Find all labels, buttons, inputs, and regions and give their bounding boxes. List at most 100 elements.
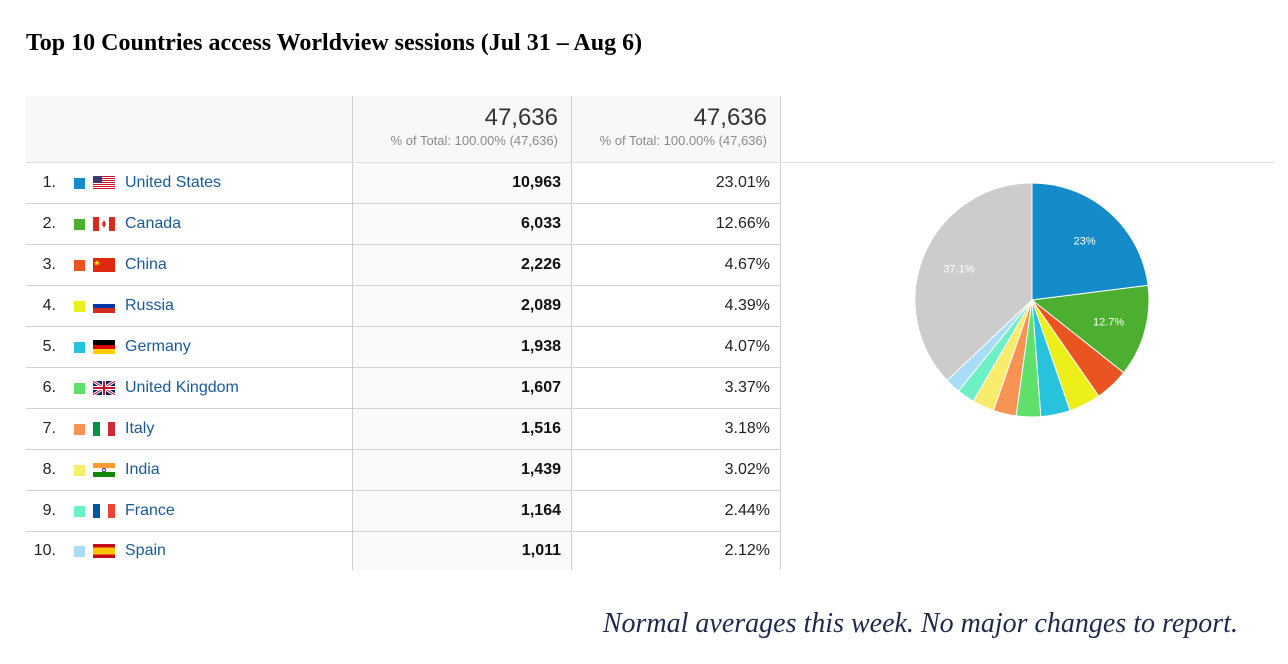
row-index: 2. bbox=[42, 215, 56, 232]
table-row: 2. Canada 6,033 12.66% bbox=[26, 204, 781, 245]
table-row: 5. Germany 1,938 4.07% bbox=[26, 327, 781, 368]
row-index: 6. bbox=[42, 379, 56, 396]
row-index: 5. bbox=[42, 338, 56, 355]
country-cell: 2. Canada bbox=[26, 204, 352, 244]
sessions-cell: 2,226 bbox=[352, 245, 571, 285]
row-index: 8. bbox=[42, 461, 56, 478]
color-swatch bbox=[74, 505, 85, 517]
footer-note: Normal averages this week. No major chan… bbox=[602, 608, 1238, 639]
percent-cell: 4.67% bbox=[571, 245, 781, 285]
percent-cell: 4.07% bbox=[571, 327, 781, 367]
table-row: 4. Russia 2,089 4.39% bbox=[26, 286, 781, 327]
country-cell: 9. France bbox=[26, 491, 352, 531]
country-cell: 1. United States bbox=[26, 163, 352, 203]
table-row: 10. Spain 1,011 2.12% bbox=[26, 532, 781, 570]
sessions-cell: 1,938 bbox=[352, 327, 571, 367]
percent-total-subtitle: % of Total: 100.00% (47,636) bbox=[599, 133, 767, 148]
sessions-cell: 1,607 bbox=[352, 368, 571, 408]
color-swatch bbox=[74, 218, 85, 230]
color-swatch bbox=[74, 177, 85, 189]
table-row: 9. France 1,164 2.44% bbox=[26, 491, 781, 532]
sessions-cell: 10,963 bbox=[352, 163, 571, 203]
table-body: 1. United States 10,963 23.01% 2. Canada… bbox=[26, 163, 781, 570]
sessions-cell: 1,516 bbox=[352, 409, 571, 449]
country-cell: 4. Russia bbox=[26, 286, 352, 326]
percent-cell: 2.12% bbox=[571, 532, 781, 570]
percent-cell: 3.37% bbox=[571, 368, 781, 408]
percent-cell: 12.66% bbox=[571, 204, 781, 244]
table-row: 8. India 1,439 3.02% bbox=[26, 450, 781, 491]
sessions-pie-chart: 23% 12.7% 37.1% bbox=[914, 182, 1150, 418]
table-row: 7. Italy 1,516 3.18% bbox=[26, 409, 781, 450]
country-cell: 6. United Kingdom bbox=[26, 368, 352, 408]
table-row: 6. United Kingdom 1,607 3.37% bbox=[26, 368, 781, 409]
country-link[interactable]: United Kingdom bbox=[125, 379, 239, 396]
table-header: 47,636 % of Total: 100.00% (47,636) 47,6… bbox=[26, 96, 781, 162]
row-index: 7. bbox=[42, 420, 56, 437]
row-index: 10. bbox=[33, 542, 56, 559]
france-flag-icon bbox=[93, 504, 115, 518]
pie-slice-label: 37.1% bbox=[943, 264, 974, 276]
country-cell: 3. China bbox=[26, 245, 352, 285]
country-link[interactable]: United States bbox=[125, 174, 222, 191]
color-swatch bbox=[74, 423, 85, 435]
pie-slice-label: 23% bbox=[1074, 235, 1096, 247]
country-link[interactable]: Germany bbox=[125, 338, 191, 355]
row-index: 4. bbox=[42, 297, 56, 314]
color-swatch bbox=[74, 464, 85, 476]
color-swatch bbox=[74, 341, 85, 353]
country-report-table: 47,636 % of Total: 100.00% (47,636) 47,6… bbox=[26, 96, 1274, 570]
color-swatch bbox=[74, 382, 85, 394]
row-index: 9. bbox=[42, 502, 56, 519]
country-cell: 10. Spain bbox=[26, 532, 352, 570]
percent-cell: 2.44% bbox=[571, 491, 781, 531]
us-flag-icon bbox=[93, 176, 115, 190]
russia-flag-icon bbox=[93, 299, 115, 313]
china-flag-icon bbox=[93, 258, 115, 272]
header-divider bbox=[26, 162, 1274, 163]
india-flag-icon bbox=[93, 463, 115, 477]
pie-slice-label: 12.7% bbox=[1093, 316, 1124, 328]
pie-slice-united-states bbox=[1031, 182, 1149, 301]
country-link[interactable]: Russia bbox=[125, 297, 174, 314]
country-link[interactable]: Spain bbox=[125, 542, 166, 559]
country-link[interactable]: China bbox=[125, 256, 167, 273]
page-title: Top 10 Countries access Worldview sessio… bbox=[26, 30, 643, 56]
dimension-header bbox=[26, 96, 352, 162]
percent-cell: 4.39% bbox=[571, 286, 781, 326]
table-row: 1. United States 10,963 23.01% bbox=[26, 163, 781, 204]
country-link[interactable]: Canada bbox=[125, 215, 182, 232]
color-swatch bbox=[74, 259, 85, 271]
germany-flag-icon bbox=[93, 340, 115, 354]
row-index: 3. bbox=[42, 256, 56, 273]
sessions-cell: 2,089 bbox=[352, 286, 571, 326]
uk-flag-icon bbox=[93, 381, 115, 395]
country-cell: 7. Italy bbox=[26, 409, 352, 449]
pie-slice-canada bbox=[1030, 284, 1150, 374]
sessions-cell: 1,164 bbox=[352, 491, 571, 531]
row-index: 1. bbox=[42, 174, 56, 191]
percent-cell: 3.02% bbox=[571, 450, 781, 490]
country-link[interactable]: Italy bbox=[125, 420, 155, 437]
table-row: 3. China 2,226 4.67% bbox=[26, 245, 781, 286]
spain-flag-icon bbox=[93, 544, 115, 558]
sessions-cell: 6,033 bbox=[352, 204, 571, 244]
color-swatch bbox=[74, 300, 85, 312]
percent-total: 47,636 bbox=[693, 104, 767, 131]
sessions-cell: 1,011 bbox=[352, 532, 571, 570]
italy-flag-icon bbox=[93, 422, 115, 436]
color-swatch bbox=[74, 545, 85, 557]
percent-cell: 23.01% bbox=[571, 163, 781, 203]
sessions-total-subtitle: % of Total: 100.00% (47,636) bbox=[390, 133, 558, 148]
percent-header: 47,636 % of Total: 100.00% (47,636) bbox=[571, 96, 781, 162]
sessions-header: 47,636 % of Total: 100.00% (47,636) bbox=[352, 96, 571, 162]
country-link[interactable]: India bbox=[125, 461, 160, 478]
sessions-cell: 1,439 bbox=[352, 450, 571, 490]
country-link[interactable]: France bbox=[125, 502, 175, 519]
sessions-total: 47,636 bbox=[484, 104, 558, 131]
percent-cell: 3.18% bbox=[571, 409, 781, 449]
canada-flag-icon bbox=[93, 217, 115, 231]
pie-slice-other bbox=[914, 182, 1033, 382]
country-cell: 5. Germany bbox=[26, 327, 352, 367]
country-cell: 8. India bbox=[26, 450, 352, 490]
